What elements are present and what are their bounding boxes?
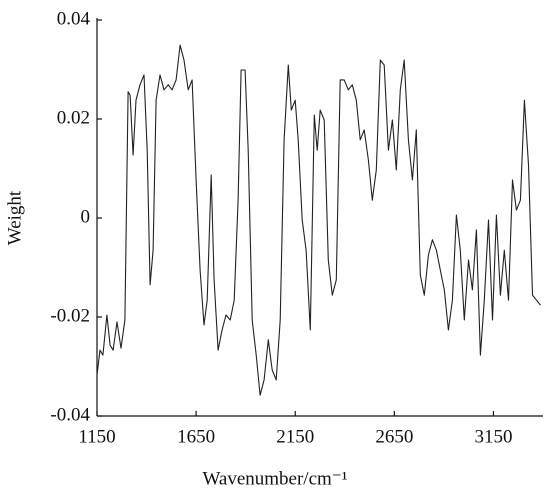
y-tick-label: -0.02 [50,305,90,326]
x-tick-label: 3150 [474,426,512,447]
x-tick-label: 2150 [276,426,314,447]
y-axis-label: Weight [4,190,25,245]
data-line [96,44,541,396]
y-tick-label: 0 [81,206,91,227]
x-tick-label: 1650 [177,426,215,447]
x-tick-label: 1150 [78,426,115,447]
y-tick-label: 0.02 [57,107,90,128]
y-tick-label: 0.04 [57,8,91,29]
y-tick-label: -0.04 [50,404,90,425]
x-axis-label: Wavenumber/cm⁻¹ [202,468,347,489]
x-tick-label: 2650 [375,426,413,447]
